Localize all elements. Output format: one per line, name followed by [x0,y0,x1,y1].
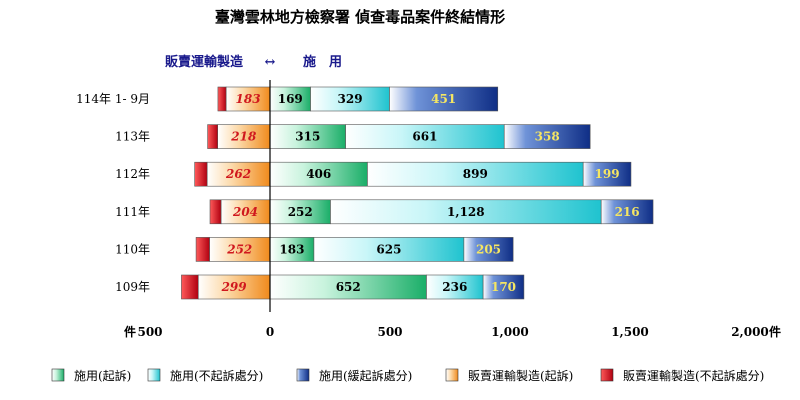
data-label-use: 625 [376,242,401,256]
data-label-sell-indicted: 218 [230,130,257,144]
chart-title: 臺灣雲林地方檢察署 偵查毒品案件終結情形 [215,8,505,26]
x-axis: 500 0 500 1,000 1,500 2,000 [137,80,769,339]
legend-label: 施用(不起訴處分) [170,368,263,383]
data-label-use: 216 [615,205,640,219]
bar-sell-not-indicted [195,237,210,262]
data-label-use: 652 [336,280,361,294]
x-tick-label: 2,000 [731,325,769,339]
bar-use-segment [582,161,632,187]
data-label-use: 1,128 [447,205,485,219]
x-tick-label: 0 [266,325,274,339]
legend-swatch [600,368,614,382]
bar-use-segment [269,161,368,187]
bar-use-segment [482,274,525,300]
bar-use-segment [269,199,331,225]
data-label-use: 451 [431,92,456,106]
legend-swatch [147,368,161,382]
bar-sell-not-indicted [194,161,208,187]
category-label: 109年 [115,280,150,294]
legend-label: 施用(緩起訴處分) [319,368,412,383]
direction-left-label: 販賣運輸製造 [165,54,244,70]
data-label-sell-indicted: 204 [232,205,258,219]
bar-sell-indicted [225,86,271,112]
data-label-use: 406 [306,167,331,181]
bar-use-segment [426,274,484,300]
category-label: 112年 [115,167,150,181]
legend-label: 販賣運輸製造(起訴) [468,368,573,383]
bar-sell-not-indicted [209,199,222,225]
data-label-use: 252 [288,205,313,219]
category-label-group: 114年 1- 9月 113年 112年 111年 110年 109年 [76,92,150,294]
category-label: 110年 [115,242,150,256]
data-label-sell-indicted: 183 [236,92,261,106]
legend-swatch [296,368,310,382]
category-label: 113年 [115,130,150,144]
x-axis-unit-right: 件 [769,324,781,339]
data-label-use: 183 [279,242,304,256]
data-label-use: 358 [535,130,560,144]
data-label-group: 183 169 329 451 218 315 661 358 262 406 899 199 204 2… [221,92,640,294]
bar-sell-indicted [217,124,271,149]
bar-use-segment [310,86,390,112]
legend-swatch [51,368,65,382]
legend-label: 販賣運輸製造(不起訴處分) [623,368,764,383]
legend-swatch [445,368,459,382]
legend-label: 施用(起訴) [74,368,131,383]
data-label-use: 899 [463,167,488,181]
bar-use-segment [269,274,427,300]
x-tick-label: 500 [137,325,162,339]
chart-legend: 施用(起訴) 施用(不起訴處分) 施用(緩起訴處分) 販賣運輸製造(起訴) 販賣運輸製造… [51,368,764,383]
bar-sell-indicted [220,199,271,225]
direction-arrow-icon: ↔ [265,55,276,70]
data-label-use: 169 [278,92,303,106]
data-label-use: 205 [476,242,501,256]
data-label-use: 315 [295,130,320,144]
x-tick-label: 500 [377,325,402,339]
bar-sell-indicted [197,274,271,300]
bar-use-segment [503,124,591,149]
bar-use-segment [600,199,654,225]
data-label-sell-indicted: 299 [221,280,248,294]
data-label-use: 199 [595,167,620,181]
data-label-use: 329 [338,92,363,106]
bar-group [181,86,654,300]
data-label-sell-indicted: 262 [225,167,251,181]
data-label-use: 170 [491,280,516,294]
data-label-use: 661 [412,130,437,144]
bar-use-segment [313,237,465,262]
direction-right-label: 施 用 [303,54,342,70]
bar-sell-not-indicted [217,86,227,112]
x-tick-label: 1,000 [491,325,529,339]
bar-use-segment [463,237,514,262]
bar-use-segment [389,86,499,112]
category-label: 114年 1- 9月 [76,92,150,106]
x-axis-unit-left: 件 [124,324,136,339]
bar-use-segment [269,86,311,112]
data-label-sell-indicted: 252 [226,242,252,256]
bar-sell-not-indicted [181,274,199,300]
bar-sell-not-indicted [207,124,218,149]
bar-use-segment [345,124,505,149]
category-label: 111年 [115,205,150,219]
data-label-use: 236 [442,280,467,294]
x-tick-label: 1,500 [611,325,649,339]
